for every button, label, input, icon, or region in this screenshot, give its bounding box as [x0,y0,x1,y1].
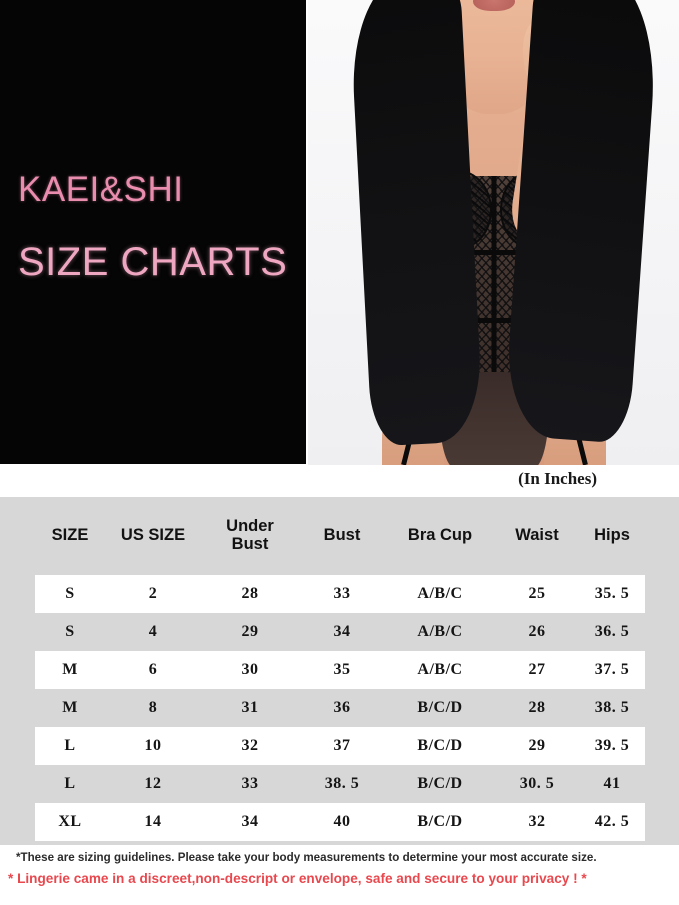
column-header-bra-cup: Bra Cup [407,526,473,545]
cell-under-bust: 33 [241,775,259,792]
table-row: S 2 28 33 A/B/C 25 35. 5 [35,575,645,613]
cell-bust: 37 [333,737,351,754]
privacy-packaging-note: * Lingerie came in a discreet,non-descri… [8,871,587,886]
cell-bra-cup: B/C/D [417,813,463,830]
column-header-bust: Bust [323,526,361,545]
cell-waist: 30. 5 [519,775,555,792]
cell-bra-cup: A/B/C [417,585,463,602]
cell-size: L [64,775,76,792]
table-row: XL 14 34 40 B/C/D 32 42. 5 [35,803,645,841]
size-table: SIZE US SIZE Under Bust Bust Bra Cup Wai… [0,497,679,845]
cell-size: M [62,661,78,678]
cell-under-bust: 30 [241,661,259,678]
cell-bra-cup: B/C/D [417,737,463,754]
cell-under-bust: 31 [241,699,259,716]
cell-size: XL [58,813,82,830]
cell-bust: 33 [333,585,351,602]
cell-hips: 35. 5 [594,585,630,602]
cell-under-bust: 28 [241,585,259,602]
cell-us-size: 10 [144,737,162,754]
cell-under-bust: 32 [241,737,259,754]
cell-bust: 36 [333,699,351,716]
cell-under-bust: 34 [241,813,259,830]
cell-waist: 29 [528,737,546,754]
cell-us-size: 12 [144,775,162,792]
column-header-size: SIZE [51,526,89,545]
lingerie-strap-lower [418,318,569,323]
table-row: L 10 32 37 B/C/D 29 39. 5 [35,727,645,765]
column-header-waist: Waist [515,526,559,545]
table-row: S 4 29 34 A/B/C 26 36. 5 [35,613,645,651]
cell-us-size: 2 [148,585,158,602]
footnotes: *These are sizing guidelines. Please tak… [0,845,679,905]
column-header-under-bust-line1: Under [226,517,274,536]
cell-hips: 42. 5 [594,813,630,830]
cell-bust: 40 [333,813,351,830]
table-row: M 8 31 36 B/C/D 28 38. 5 [35,689,645,727]
cell-waist: 25 [528,585,546,602]
cell-size: M [62,699,78,716]
lingerie-model-photo [308,0,679,465]
table-row: M 6 30 35 A/B/C 27 37. 5 [35,651,645,689]
cell-waist: 28 [528,699,546,716]
cell-us-size: 6 [148,661,158,678]
cell-hips: 39. 5 [594,737,630,754]
cell-bra-cup: A/B/C [417,661,463,678]
cell-waist: 26 [528,623,546,640]
units-note-bar [0,466,679,497]
cell-us-size: 4 [148,623,158,640]
cell-hips: 41 [603,775,621,792]
cell-bra-cup: A/B/C [417,623,463,640]
cell-bust: 34 [333,623,351,640]
column-header-under-bust: Under Bust [201,505,299,567]
cell-bra-cup: B/C/D [417,699,463,716]
table-header-row: SIZE US SIZE Under Bust Bust Bra Cup Wai… [0,497,679,574]
model-hair-left [347,0,485,447]
cell-hips: 36. 5 [594,623,630,640]
lingerie-strap-upper [418,250,569,255]
brand-name: KAEI&SHI [18,170,184,209]
brand-panel: KAEI&SHI SIZE CHARTS [0,0,306,464]
cell-hips: 38. 5 [594,699,630,716]
lingerie-strap-vertical [491,176,496,406]
cell-us-size: 14 [144,813,162,830]
header-section: KAEI&SHI SIZE CHARTS [0,0,679,466]
column-header-hips: Hips [594,526,630,545]
cell-size: S [65,623,75,640]
cell-waist: 32 [528,813,546,830]
cell-waist: 27 [528,661,546,678]
cell-size: S [65,585,75,602]
cell-under-bust: 29 [241,623,259,640]
cell-bust: 38. 5 [324,775,360,792]
cell-size: L [64,737,76,754]
cell-bra-cup: B/C/D [417,775,463,792]
page-title: SIZE CHARTS [18,240,288,284]
units-note: (In Inches) [518,469,597,488]
cell-bust: 35 [333,661,351,678]
table-row: L 12 33 38. 5 B/C/D 30. 5 41 [35,765,645,803]
sizing-guideline-note: *These are sizing guidelines. Please tak… [16,851,597,864]
column-header-under-bust-line2: Bust [231,535,269,553]
cell-us-size: 8 [148,699,158,716]
column-header-us-size: US SIZE [120,526,186,545]
model-lips [472,0,515,11]
cell-hips: 37. 5 [594,661,630,678]
